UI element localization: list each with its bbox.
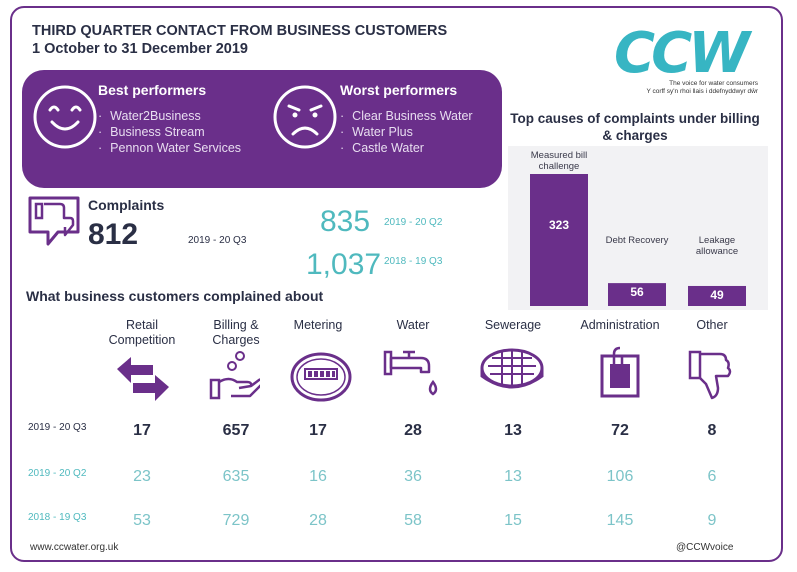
meter-icon (290, 352, 352, 402)
sad-face-icon (273, 85, 337, 149)
best-performer-item: Business Stream (98, 124, 241, 140)
worst-performer-item: Castle Water (340, 140, 473, 156)
worst-performers-title: Worst performers (340, 82, 458, 98)
footer-social-handle[interactable]: @CCWvoice (676, 542, 734, 553)
logo-tagline-cy: Y corff sy'n rhoi llais i ddefnyddwyr dŵ… (646, 88, 758, 95)
chart-bar (608, 283, 666, 306)
breakdown-title: What business customers complained about (26, 288, 324, 304)
table-cell: 58 (404, 512, 422, 529)
complaints-prev2-value: 1,037 (306, 248, 382, 281)
complaints-current-period: 2019 - 20 Q3 (188, 235, 247, 246)
title-line-1: THIRD QUARTER CONTACT FROM BUSINESS CUST… (32, 23, 448, 39)
table-cell: 16 (309, 468, 327, 485)
category-label: Billing & Charges (186, 318, 286, 348)
row-period-label: 2019 - 20 Q2 (28, 468, 87, 479)
row-period-label: 2019 - 20 Q3 (28, 422, 87, 433)
complaints-prev2-period: 2018 - 19 Q3 (384, 256, 443, 267)
category-label: Metering (268, 318, 368, 333)
footer-website-link[interactable]: www.ccwater.org.uk (30, 542, 119, 553)
billing-chart-area: 323 56 49 Measured bill challenge Debt Recove… (508, 146, 768, 310)
category-label-line2: Charges (212, 333, 260, 347)
logo-tagline-en: The voice for water consumers (669, 80, 758, 87)
category-label: Retail Competition (92, 318, 192, 348)
table-cell: 17 (309, 422, 327, 439)
table-cell: 9 (707, 512, 717, 529)
chart-category-label: Measured bill challenge (531, 150, 588, 172)
table-cell: 53 (133, 512, 151, 529)
table-cell: 106 (606, 468, 634, 485)
clipboard-icon (600, 346, 640, 398)
thumbs-down-icon (688, 350, 732, 400)
title-line-2: 1 October to 31 December 2019 (32, 41, 248, 57)
complaints-current-value: 812 (88, 218, 139, 251)
chart-bar (530, 174, 588, 306)
table-cell: 28 (309, 512, 327, 529)
page-frame (10, 6, 783, 562)
category-label-line1: Retail (126, 318, 158, 332)
table-cell: 28 (404, 422, 422, 439)
category-label-line1: Billing & (213, 318, 259, 332)
best-performers-title: Best performers (98, 82, 207, 98)
category-label-line1: Other (696, 318, 728, 332)
best-performers: Best performers Water2Business Business … (98, 82, 241, 156)
category-label: Other (662, 318, 762, 333)
table-cell: 8 (707, 422, 717, 439)
chart-data-label: 323 (549, 218, 569, 232)
arrows-icon (117, 357, 169, 401)
page-title: THIRD QUARTER CONTACT FROM BUSINESS CUST… (32, 22, 447, 58)
chart-category-label: Debt Recovery (606, 235, 669, 246)
category-label-line2: Competition (108, 333, 176, 347)
worst-performer-item: Clear Business Water (340, 108, 472, 124)
worst-performer-item: Water Plus (340, 124, 473, 140)
chart-title: Top causes of complaints under billing &… (510, 111, 760, 143)
table-cell: 145 (606, 512, 634, 529)
category-label: Water (363, 318, 463, 333)
chart-category-label: Leakage allowance (696, 235, 738, 257)
category-label-line1: Sewerage (484, 318, 542, 332)
best-performer-item: Water2Business (98, 108, 241, 124)
worst-performers: Worst performers Clear Business Water Wa… (340, 82, 473, 156)
table-cell: 635 (222, 468, 250, 485)
category-label-line1: Metering (293, 318, 343, 332)
table-cell: 72 (611, 422, 629, 439)
complaints-prev1-period: 2019 - 20 Q2 (384, 217, 443, 228)
table-cell: 17 (133, 422, 151, 439)
chart-data-label: 56 (630, 285, 644, 299)
table-cell: 13 (504, 422, 522, 439)
category-label-line1: Water (396, 318, 430, 332)
best-performer-item: Pennon Water Services (98, 140, 241, 156)
category-label-line1: Administration (580, 318, 660, 332)
drain-cover-icon (480, 348, 544, 389)
happy-face-icon (33, 85, 97, 149)
best-performers-list: Water2Business Business Stream Pennon Wa… (98, 108, 241, 156)
worst-performers-list: Clear Business Water Water Plus Castle W… (340, 108, 473, 156)
chart-data-label: 49 (710, 288, 724, 302)
complaints-title: Complaints (88, 197, 165, 213)
table-cell: 6 (707, 468, 717, 485)
table-cell: 36 (404, 468, 422, 485)
table-cell: 15 (504, 512, 522, 529)
performers-panel: Best performers Water2Business Business … (22, 70, 502, 188)
svg-text:CCW: CCW (614, 22, 753, 80)
category-label: Sewerage (463, 318, 563, 333)
table-cell: 657 (222, 422, 250, 439)
category-label: Administration (570, 318, 670, 333)
billing-chart: 323 56 49 Measured bill challenge Debt Recove… (530, 150, 746, 306)
ccw-logo: CCW The voice for water consumers Y corf… (612, 21, 762, 95)
chart-bar (688, 285, 746, 306)
table-cell: 729 (222, 512, 250, 529)
table-cell: 23 (133, 468, 151, 485)
tap-icon (383, 350, 438, 396)
hand-coins-icon (209, 351, 260, 400)
table-cell: 13 (504, 468, 522, 485)
row-period-label: 2018 - 19 Q3 (28, 512, 87, 523)
complaints-prev1-value: 835 (320, 205, 371, 238)
ccw-logo-mark: CCW (614, 21, 757, 86)
complaint-thumbs-down-icon (28, 196, 80, 246)
